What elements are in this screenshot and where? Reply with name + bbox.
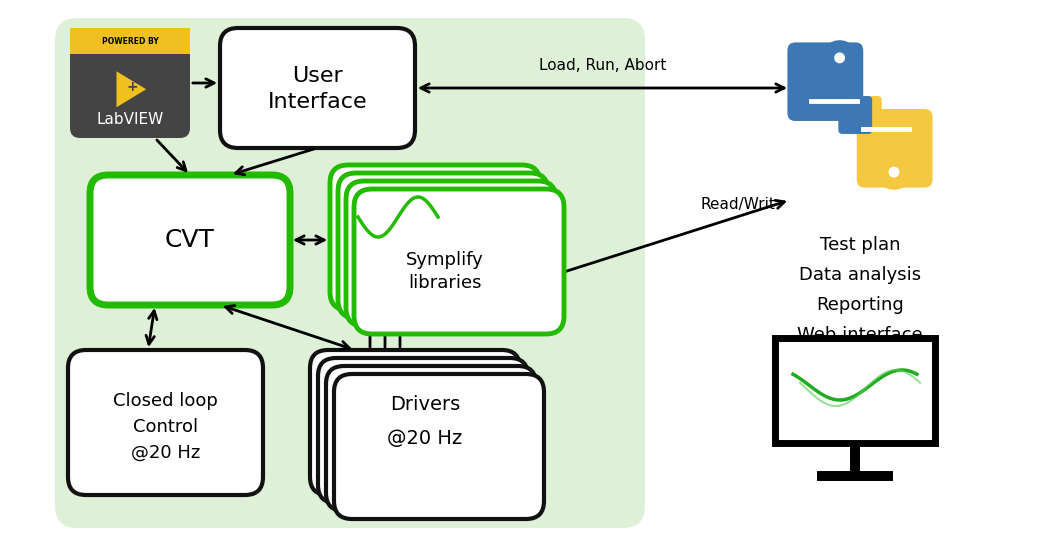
Text: Reporting: Reporting bbox=[816, 296, 904, 314]
Bar bbox=[70, 28, 190, 54]
Bar bbox=[775, 338, 935, 443]
FancyBboxPatch shape bbox=[346, 181, 556, 326]
Circle shape bbox=[875, 152, 913, 190]
FancyBboxPatch shape bbox=[310, 350, 520, 495]
FancyBboxPatch shape bbox=[330, 165, 540, 310]
FancyBboxPatch shape bbox=[90, 175, 290, 305]
Text: Read/Writ: Read/Writ bbox=[700, 197, 775, 212]
Text: Interface: Interface bbox=[268, 92, 367, 112]
Text: Load, Run, Abort: Load, Run, Abort bbox=[540, 58, 666, 73]
Circle shape bbox=[835, 52, 845, 63]
Text: Data analysis: Data analysis bbox=[799, 266, 921, 284]
Text: Drivers: Drivers bbox=[390, 395, 460, 414]
Circle shape bbox=[889, 167, 900, 178]
Text: User: User bbox=[292, 66, 343, 86]
Bar bbox=[817, 470, 893, 481]
Text: Symplify: Symplify bbox=[406, 251, 484, 269]
Text: Test plan: Test plan bbox=[820, 236, 900, 254]
FancyBboxPatch shape bbox=[69, 350, 263, 495]
Polygon shape bbox=[116, 72, 146, 107]
Text: LabVIEW: LabVIEW bbox=[97, 113, 164, 128]
Text: Closed loop: Closed loop bbox=[113, 392, 218, 410]
FancyBboxPatch shape bbox=[318, 358, 528, 503]
FancyBboxPatch shape bbox=[848, 96, 881, 134]
Text: Web interface: Web interface bbox=[797, 326, 923, 344]
Circle shape bbox=[821, 40, 858, 78]
FancyBboxPatch shape bbox=[839, 96, 872, 134]
Text: libraries: libraries bbox=[408, 274, 482, 292]
Text: +: + bbox=[127, 80, 138, 94]
Text: @20 Hz: @20 Hz bbox=[387, 429, 463, 448]
Text: POWERED BY: POWERED BY bbox=[102, 36, 159, 46]
FancyBboxPatch shape bbox=[354, 189, 564, 334]
Text: Control: Control bbox=[133, 417, 198, 436]
Text: CVT: CVT bbox=[165, 228, 215, 252]
FancyBboxPatch shape bbox=[856, 109, 932, 188]
FancyBboxPatch shape bbox=[788, 42, 864, 121]
Bar bbox=[850, 443, 861, 470]
Text: @20 Hz: @20 Hz bbox=[131, 443, 200, 461]
FancyBboxPatch shape bbox=[334, 374, 544, 519]
FancyBboxPatch shape bbox=[338, 173, 548, 318]
FancyBboxPatch shape bbox=[55, 18, 645, 528]
FancyBboxPatch shape bbox=[220, 28, 415, 148]
FancyBboxPatch shape bbox=[326, 366, 536, 511]
FancyBboxPatch shape bbox=[70, 28, 190, 138]
